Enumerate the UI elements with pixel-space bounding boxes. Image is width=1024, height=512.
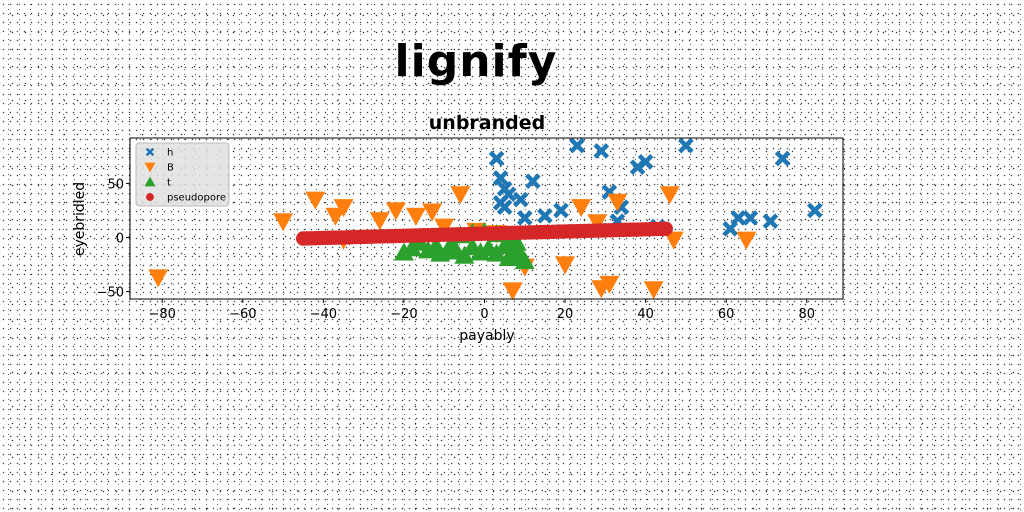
data-point-t xyxy=(514,251,535,270)
data-point-h xyxy=(774,150,791,167)
data-point-B xyxy=(333,199,354,218)
data-point-B xyxy=(607,193,628,212)
data-point-h xyxy=(593,143,610,159)
figure-suptitle: lignify xyxy=(394,36,558,87)
data-point-t xyxy=(401,238,422,257)
data-point-B xyxy=(643,281,664,300)
legend-marker-B xyxy=(144,162,156,173)
y-tick-label: 50 xyxy=(107,177,124,192)
data-point-h xyxy=(569,137,585,154)
data-point-h xyxy=(492,170,509,186)
plot-markers xyxy=(148,137,823,301)
y-tick-label: −50 xyxy=(97,285,124,300)
x-axis-label: payably xyxy=(459,328,514,344)
data-point-h xyxy=(637,153,654,170)
data-point-h xyxy=(742,210,759,226)
data-point-B xyxy=(736,231,757,250)
y-axis-ticks: −50 0 50 xyxy=(97,177,130,300)
data-point-pseudopore xyxy=(658,221,673,236)
x-tick-label: 80 xyxy=(798,307,815,322)
legend: hBt pseudopore xyxy=(135,142,230,207)
data-point-B xyxy=(587,214,608,233)
data-point-B xyxy=(369,212,390,231)
data-point-h xyxy=(512,191,529,208)
y-axis-label: eyebridled xyxy=(72,182,88,256)
data-point-B xyxy=(325,207,346,226)
legend-label: B xyxy=(167,163,174,174)
legend-box xyxy=(135,142,230,207)
data-point-h xyxy=(678,137,694,154)
legend-marker-t xyxy=(144,176,156,187)
data-point-h xyxy=(516,210,533,226)
data-point-B xyxy=(148,269,169,288)
data-point-B xyxy=(422,203,443,222)
data-point-h xyxy=(762,213,779,230)
legend-label: pseudopore xyxy=(167,193,226,204)
x-axis-ticks: −80 −60 −40 −20 0 20 40 60 80 xyxy=(149,299,815,322)
data-point-h xyxy=(537,207,553,224)
legend-label: t xyxy=(167,178,171,189)
x-tick-label: −80 xyxy=(149,307,176,322)
legend-marker-h xyxy=(145,147,155,157)
plot-area xyxy=(129,137,844,300)
data-point-h xyxy=(807,202,823,219)
legend-marker-pseudopore xyxy=(146,193,154,201)
chart-title: unbranded xyxy=(429,112,545,134)
data-point-B xyxy=(450,186,471,205)
data-point-h xyxy=(500,186,517,202)
data-point-h xyxy=(525,173,541,190)
x-tick-label: −20 xyxy=(390,307,417,322)
data-point-B xyxy=(663,231,684,250)
data-point-h xyxy=(496,199,513,215)
data-point-t xyxy=(506,232,527,251)
y-tick-label: 0 xyxy=(116,231,124,246)
data-point-B xyxy=(599,275,620,294)
data-point-h xyxy=(553,202,569,219)
x-tick-label: 60 xyxy=(718,307,735,322)
data-point-h xyxy=(730,210,747,226)
data-point-B xyxy=(502,282,523,301)
legend-label: h xyxy=(167,148,173,159)
data-point-B xyxy=(273,213,294,232)
x-tick-label: −60 xyxy=(229,307,256,322)
data-point-B xyxy=(659,186,680,205)
data-point-B xyxy=(555,256,576,275)
x-tick-label: −40 xyxy=(310,307,337,322)
data-point-B xyxy=(305,191,326,210)
data-point-B xyxy=(406,207,427,226)
data-point-h xyxy=(488,150,505,167)
x-tick-label: 40 xyxy=(637,307,654,322)
data-point-B xyxy=(385,202,406,221)
data-point-B xyxy=(571,199,592,218)
x-tick-label: 0 xyxy=(480,307,488,322)
x-tick-label: 20 xyxy=(557,307,574,322)
